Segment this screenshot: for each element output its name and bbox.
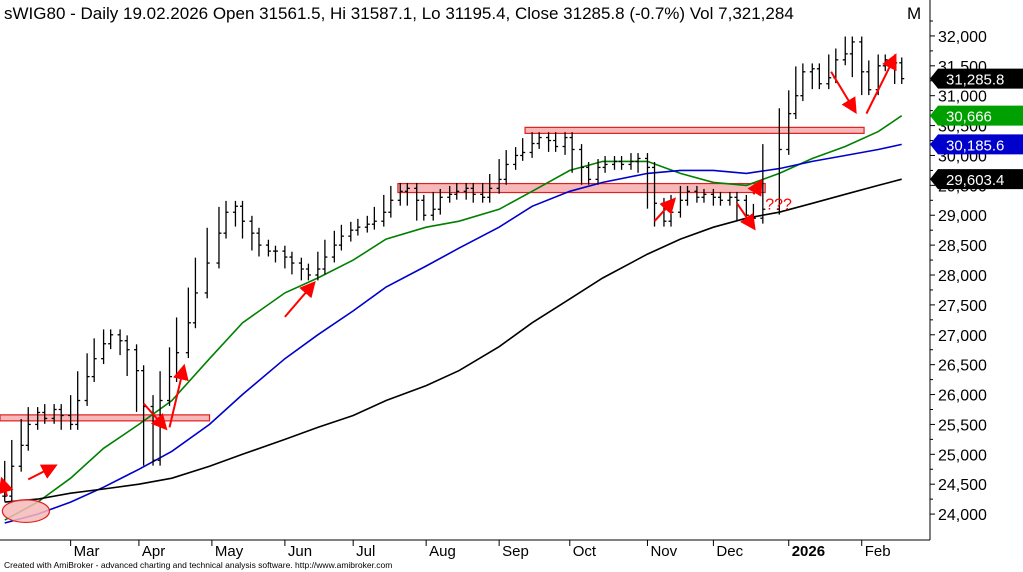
x-tick-label: Mar: [74, 543, 100, 560]
x-tick-label: Dec: [716, 543, 743, 560]
last-price-tag-label: 31,285.8: [946, 72, 1004, 89]
y-tick-label: 29,000: [938, 208, 987, 225]
red-arrow: [27, 464, 58, 481]
x-tick-label: Nov: [650, 543, 677, 560]
ma-value-tag-label: 29,603.4: [946, 172, 1004, 189]
y-tick-label: 27,500: [938, 298, 987, 315]
x-tick-label: Aug: [429, 543, 456, 560]
y-tick-label: 31,000: [938, 89, 987, 106]
y-tick-label: 24,000: [938, 507, 987, 524]
title-marker: M: [907, 4, 921, 23]
question-marks: ???: [765, 196, 792, 213]
resistance-zone: [524, 126, 865, 134]
y-tick-label: 28,000: [938, 268, 987, 285]
y-tick-label: 26,500: [938, 358, 987, 375]
x-tick-label: 2026: [792, 543, 825, 560]
y-tick-label: 28,500: [938, 238, 987, 255]
red-arrow: [747, 178, 763, 197]
chart-title: sWIG80 - Daily 19.02.2026 Open 31561.5, …: [4, 4, 794, 23]
moving-average-line: [4, 143, 902, 524]
red-arrow: [284, 280, 316, 318]
y-tick-label: 26,000: [938, 388, 987, 405]
x-tick-label: Oct: [573, 543, 597, 560]
red-arrow: [168, 363, 189, 428]
x-tick-label: Sep: [502, 543, 529, 560]
value-tags: 31,285.8 30,666 30,185.6 29,603.4: [930, 68, 1023, 190]
x-tick-label: Feb: [865, 543, 891, 560]
moving-average-lines: [4, 115, 903, 524]
ma-value-tag-label: 30,185.6: [946, 137, 1004, 154]
x-tick-label: May: [215, 543, 244, 560]
y-tick-label: 32,000: [938, 29, 987, 46]
red-arrow: [653, 197, 677, 222]
y-tick-label: 25,000: [938, 447, 987, 464]
ma-value-tag: [930, 134, 1023, 155]
red-arrow: [865, 53, 897, 115]
ma-value-tag: [930, 169, 1023, 190]
red-arrow: [830, 71, 857, 115]
footer-credit: Created with AmiBroker - advanced charti…: [4, 560, 392, 570]
x-tick-label: Jul: [356, 543, 375, 560]
y-tick-label: 24,500: [938, 477, 987, 494]
red-arrow: [142, 402, 168, 431]
moving-average-line: [4, 178, 902, 503]
y-tick-label: 25,500: [938, 417, 987, 434]
last-price-tag: [930, 68, 1023, 89]
x-tick-label: Apr: [142, 543, 165, 560]
highlight-ellipse: [1, 499, 51, 524]
x-tick-label: Jun: [288, 543, 312, 560]
y-axis: 24,000 24,500 25,000 25,500 26,000 26,500 27,0…: [930, 20, 987, 524]
x-axis: Mar Apr May Jun Jul Aug Sep Oct Nov Dec 2026 Feb: [70, 540, 891, 560]
resistance-zone: [0, 414, 211, 422]
annotations: ???: [0, 53, 897, 524]
ma-value-tag-label: 30,666: [946, 109, 992, 126]
y-tick-label: 27,000: [938, 328, 987, 345]
red-arrow: [736, 202, 756, 231]
moving-average-line: [4, 115, 903, 521]
ma-value-tag: [930, 105, 1023, 126]
red-arrow: [0, 476, 14, 497]
